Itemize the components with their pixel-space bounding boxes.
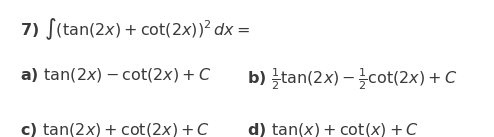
Text: 7) $\int(\mathrm{tan}(2x) + \mathrm{cot}(2x))^2\, dx =$: 7) $\int(\mathrm{tan}(2x) + \mathrm{cot}… — [20, 16, 250, 42]
Text: c) $\mathrm{tan}(2x) + \mathrm{cot}(2x) + C$: c) $\mathrm{tan}(2x) + \mathrm{cot}(2x) … — [20, 121, 210, 137]
Text: d) $\mathrm{tan}(x) + \mathrm{cot}(x) + C$: d) $\mathrm{tan}(x) + \mathrm{cot}(x) + … — [247, 121, 419, 137]
Text: b) $\frac{1}{2}\mathrm{tan}(2x) - \frac{1}{2}\mathrm{cot}(2x) + C$: b) $\frac{1}{2}\mathrm{tan}(2x) - \frac{… — [247, 66, 457, 92]
Text: a) $\mathrm{tan}(2x) - \mathrm{cot}(2x) + C$: a) $\mathrm{tan}(2x) - \mathrm{cot}(2x) … — [20, 66, 211, 84]
